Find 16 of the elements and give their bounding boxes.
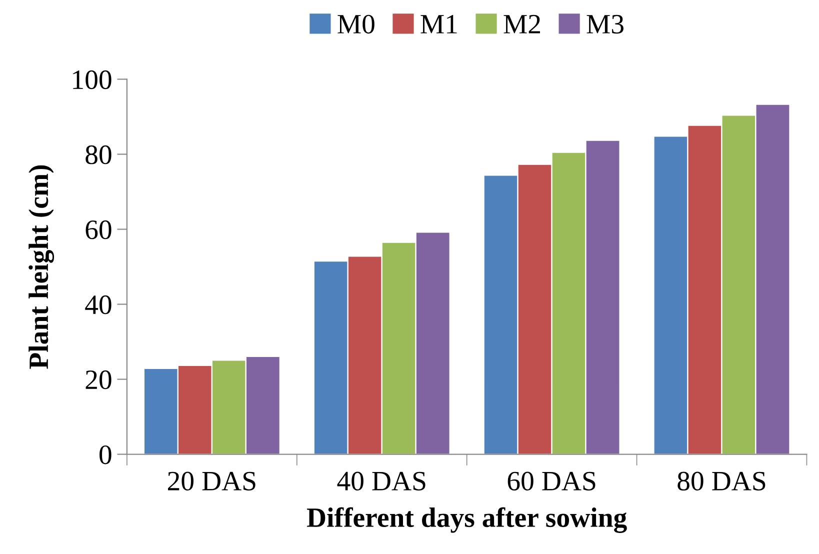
y-axis-title: Plant height (cm) bbox=[28, 165, 54, 369]
legend-label: M0 bbox=[338, 14, 374, 34]
legend-label: M1 bbox=[420, 14, 457, 34]
y-tick-label: 20 bbox=[86, 370, 112, 390]
y-tick-label: 40 bbox=[85, 295, 112, 314]
x-tick-label: 40 DAS bbox=[337, 472, 426, 490]
x-axis-title: Different days after sowing bbox=[306, 507, 627, 533]
x-tick-label: 60 DAS bbox=[508, 472, 596, 490]
y-tick-label: 80 bbox=[86, 145, 112, 164]
y-tick-label: 60 bbox=[86, 220, 112, 240]
x-tick-label: 80 DAS bbox=[678, 472, 766, 490]
y-tick-label: 100 bbox=[73, 70, 112, 90]
legend-label: M2 bbox=[504, 14, 540, 34]
x-tick-label: 20 DAS bbox=[168, 472, 256, 490]
y-tick-label: 0 bbox=[100, 445, 112, 464]
legend-label: M3 bbox=[586, 14, 624, 34]
